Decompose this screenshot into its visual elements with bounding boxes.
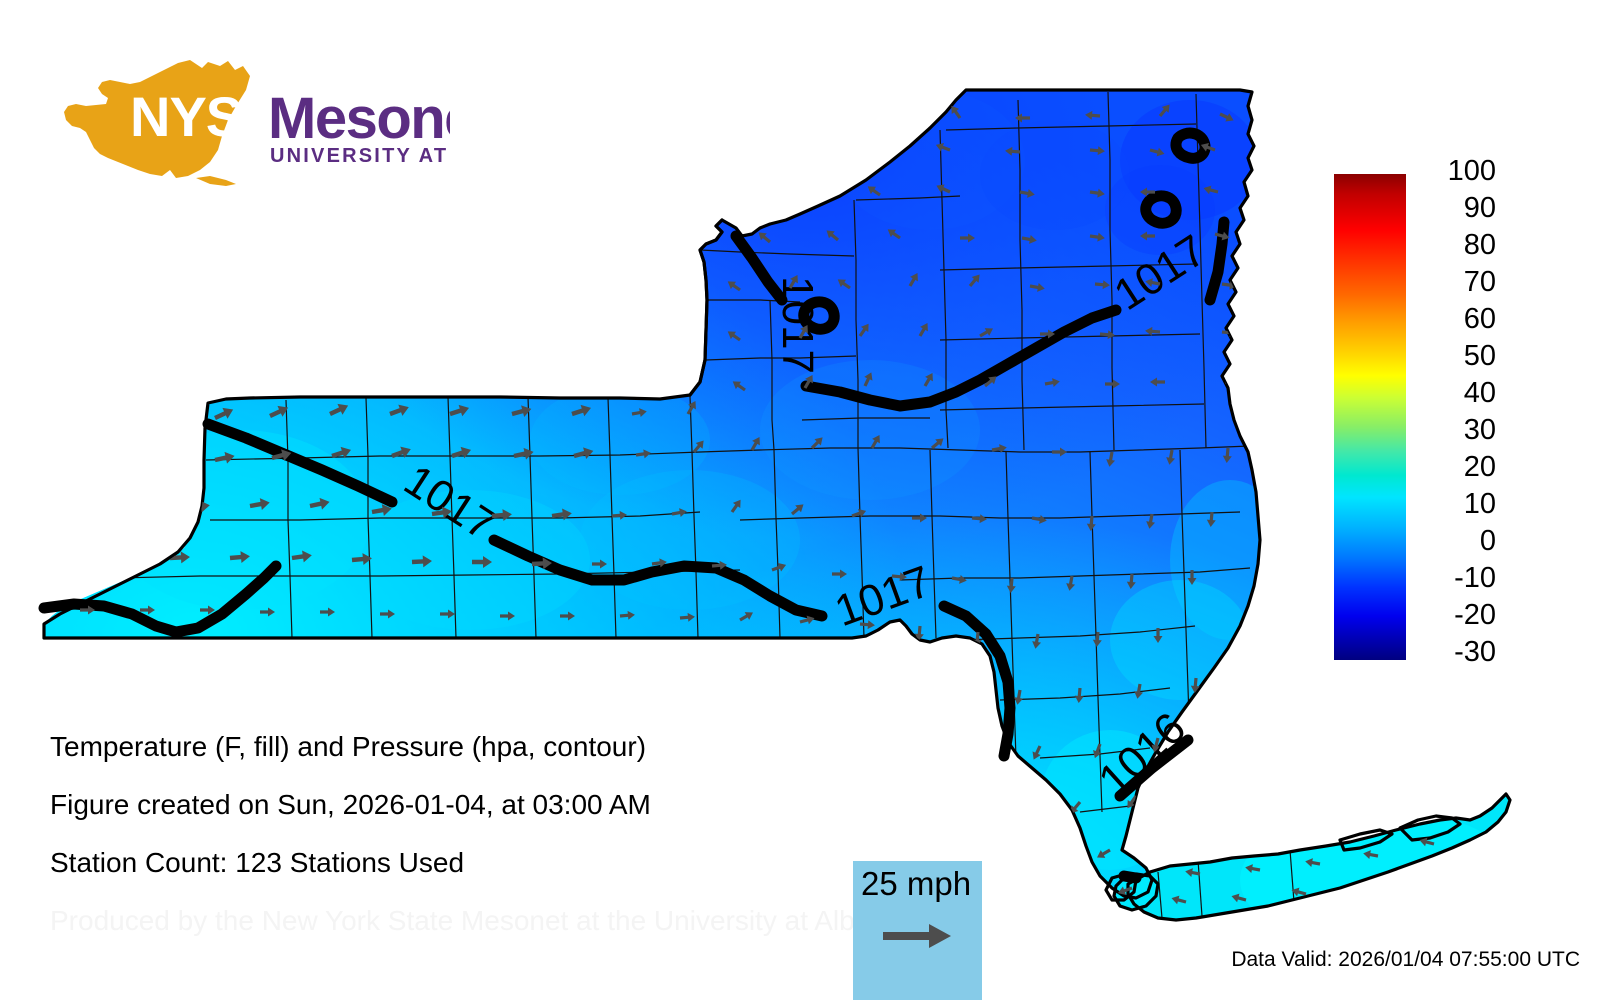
- colorbar-tick-labels: 100 90 80 70 60 50 40 30 20 10 0 -10 -20…: [1422, 157, 1504, 677]
- colorbar-tick-90: 90: [1463, 192, 1496, 224]
- nys-mesonet-logo: NYS Mesonet UNIVERSITY AT ALBANY: [50, 58, 450, 188]
- caption-created: Figure created on Sun, 2026-01-04, at 03…: [50, 789, 651, 820]
- logo-state-tail: [196, 176, 236, 186]
- data-valid-timestamp: Data Valid: 2026/01/04 07:55:00 UTC: [1231, 948, 1580, 971]
- contour-ring-north-b: [1140, 190, 1182, 229]
- long-island-county-boundaries: [1157, 849, 1295, 919]
- contour-1016-hudson: [1114, 734, 1194, 802]
- wind-speed-legend: 25 mph: [853, 861, 982, 1000]
- colorbar-tick-30: 30: [1463, 414, 1496, 446]
- pressure-contours: [38, 127, 1230, 884]
- colorbar-tick-0: 0: [1479, 525, 1496, 557]
- logo-mesonet-text: Mesonet: [268, 86, 450, 151]
- contour-label-nw: 1017: [773, 276, 822, 374]
- figure-caption: Temperature (F, fill) and Pressure (hpa,…: [50, 718, 900, 950]
- caption-attribution: Produced by the New York State Mesonet a…: [50, 905, 900, 936]
- logo-state-shape: [64, 60, 250, 178]
- contour-1017-south-central: [938, 600, 1016, 762]
- contour-1017-ne-rise: [1204, 216, 1230, 306]
- contour-dot-nyc: [1118, 870, 1142, 884]
- colorbar-tick-m20: -20: [1454, 599, 1496, 631]
- logo-subtitle: UNIVERSITY AT ALBANY: [270, 145, 450, 167]
- colorbar-tick-50: 50: [1463, 340, 1496, 372]
- temperature-colorbar: 100 90 80 70 60 50 40 30 20 10 0 -10 -20…: [1334, 157, 1504, 667]
- contour-1017-north: [730, 230, 788, 306]
- colorbar-tick-10: 10: [1463, 488, 1496, 520]
- colorbar-tick-80: 80: [1463, 229, 1496, 261]
- temperature-fill-long-island: [1128, 794, 1510, 920]
- contour-1017-southwest-loop: [38, 560, 282, 638]
- contour-1017-central-north: [800, 304, 1122, 412]
- colorbar-tick-m10: -10: [1454, 562, 1496, 594]
- colorbar-tick-60: 60: [1463, 303, 1496, 335]
- contour-ring-nw: [798, 296, 840, 335]
- contour-ring-north-a: [1170, 127, 1211, 164]
- logo-nys-text: NYS: [130, 85, 242, 148]
- colorbar-tick-100: 100: [1447, 155, 1496, 187]
- caption-station-count: Station Count: 123 Stations Used: [50, 847, 465, 878]
- colorbar-tick-70: 70: [1463, 266, 1496, 298]
- contour-1017-west-upper: [202, 418, 398, 508]
- colorbar-gradient: [1334, 174, 1406, 660]
- colorbar-tick-20: 20: [1463, 451, 1496, 483]
- colorbar-tick-40: 40: [1463, 377, 1496, 409]
- wind-legend-arrow-icon: [881, 921, 955, 956]
- state-outline: [42, 88, 1512, 922]
- wind-legend-label: 25 mph: [861, 865, 972, 902]
- caption-title: Temperature (F, fill) and Pressure (hpa,…: [50, 731, 647, 762]
- contour-1017-west-lower: [488, 534, 828, 622]
- colorbar-tick-m30: -30: [1454, 636, 1496, 668]
